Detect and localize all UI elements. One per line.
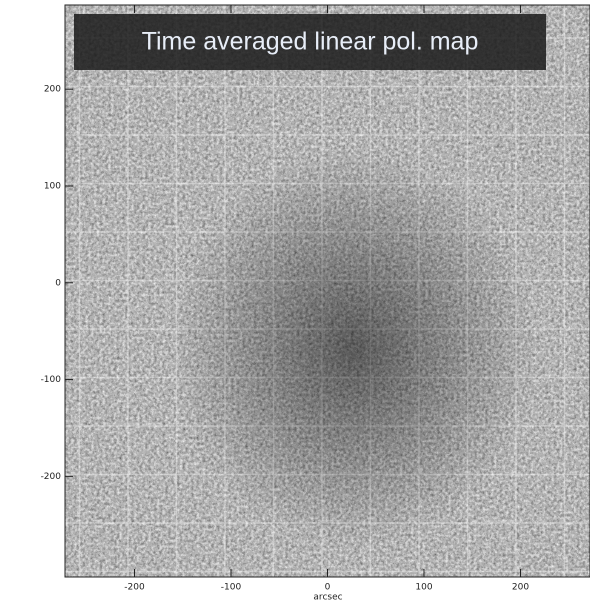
x-tick-label: -100 — [221, 583, 242, 593]
y-tick-label: 200 — [44, 85, 61, 95]
x-tick-label: 0 — [325, 583, 331, 593]
chart-title: Time averaged linear pol. map — [142, 28, 479, 56]
y-tick-label: -200 — [41, 472, 62, 482]
plot-area: Time averaged linear pol. map — [64, 4, 590, 578]
title-box — [74, 14, 546, 70]
y-tick-label: 0 — [55, 278, 61, 288]
y-tick-label: -100 — [41, 375, 62, 385]
map-shading — [65, 5, 590, 577]
x-tick-label: 200 — [512, 583, 529, 593]
x-axis-label: arcsec — [313, 593, 342, 603]
x-tick-label: -200 — [124, 583, 145, 593]
y-tick-label: 100 — [44, 181, 61, 191]
x-tick-label: 100 — [415, 583, 432, 593]
